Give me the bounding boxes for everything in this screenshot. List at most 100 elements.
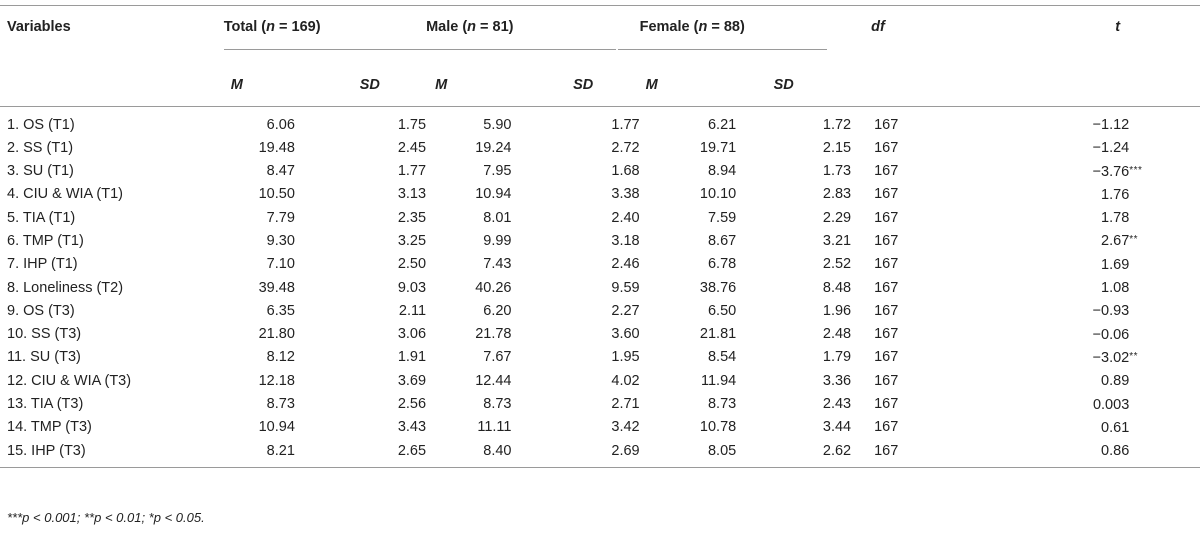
cell-male-m: 8.40	[426, 439, 512, 469]
cell-df: 167	[874, 372, 899, 389]
cell-t-value: −3.76	[1092, 163, 1130, 180]
cell-female-m: 7.59	[707, 209, 737, 226]
table-row: 10. SS (T3) 21.80 3.06 21.78 3.60 21.81 2.48 16…	[0, 323, 1200, 346]
header-df: df	[851, 5, 981, 63]
cell-t-value: 0.89	[1101, 373, 1130, 390]
cell-t: −1.24	[980, 136, 1200, 159]
header-df-blank	[851, 63, 981, 107]
cell-t: −1.12	[980, 107, 1200, 137]
cell-male-m: 6.20	[483, 302, 512, 319]
cell-total-sd: 3.06	[397, 326, 427, 343]
cell-t-significance: **	[1129, 234, 1139, 246]
cell-male-sd: 2.40	[611, 209, 640, 226]
cell-female-sd: 1.73	[822, 163, 852, 180]
cell-male-m: 8.01	[483, 209, 512, 226]
cell-df: 167	[874, 163, 899, 180]
cell-female-m: 8.73	[707, 396, 737, 413]
cell-total-sd: 3.25	[397, 232, 427, 249]
cell-t-value: −1.24	[1092, 140, 1130, 157]
cell-total-m: 19.48	[258, 139, 295, 156]
cell-t: −0.93	[980, 299, 1200, 322]
cell-df: 167	[874, 139, 899, 156]
cell-t-significance: **	[1129, 350, 1139, 362]
header-t-blank	[980, 63, 1200, 107]
cell-t: 1.08	[980, 276, 1200, 299]
cell-male-sd: 2.27	[611, 302, 640, 319]
cell-female-m: 10.10	[699, 186, 737, 203]
cell-female-sd: 3.44	[822, 419, 852, 436]
cell-variable: 3. SU (T1)	[7, 163, 74, 180]
table-row: 8. Loneliness (T2) 39.48 9.03 40.26 9.59 38.7…	[0, 276, 1200, 299]
table-row: 2. SS (T1) 19.48 2.45 19.24 2.72 19.71 2.15 167…	[0, 136, 1200, 159]
cell-t-significance: ***	[1129, 164, 1143, 176]
cell-t: 1.78	[980, 206, 1200, 229]
table-row: 15. IHP (T3) 8.21 2.65 8.40 2.69 8.05 2.62 167 0…	[0, 439, 1200, 469]
cell-female-sd: 2.15	[822, 139, 852, 156]
cell-df: 167	[874, 279, 899, 296]
cell-female-sd: 2.48	[822, 326, 852, 343]
cell-male-sd: 3.42	[611, 419, 640, 436]
cell-t: −3.02**	[980, 346, 1200, 369]
cell-male-m: 5.90	[483, 116, 512, 133]
header-total-stats: M SD	[223, 63, 427, 107]
header-variables: Variables	[0, 5, 224, 63]
cell-t-value: 0.61	[1101, 419, 1130, 436]
cell-female-sd: 2.83	[822, 186, 852, 203]
cell-male-m: 12.44	[475, 372, 512, 389]
cell-male-m: 10.94	[475, 186, 512, 203]
cell-male-m: 7.95	[483, 163, 512, 180]
cell-total-sd: 2.50	[397, 256, 427, 273]
cell-male-sd: 2.69	[511, 439, 640, 469]
cell-df: 167	[874, 326, 899, 343]
cell-total-sd: 2.35	[397, 209, 427, 226]
table-row: 9. OS (T3) 6.35 2.11 6.20 2.27 6.50 1.96 167 −0.…	[0, 299, 1200, 322]
header-female-group: Female (n = 88)	[617, 5, 852, 63]
table-row: 3. SU (T1) 8.47 1.77 7.95 1.68 8.94 1.73 167 −3.…	[0, 160, 1200, 183]
table-row: 12. CIU & WIA (T3) 12.18 3.69 12.44 4.02 11.9…	[0, 369, 1200, 392]
table-row: 11. SU (T3) 8.12 1.91 7.67 1.95 8.54 1.79 167 −3…	[0, 346, 1200, 369]
cell-df: 167	[851, 439, 981, 469]
header-female-n: n	[698, 19, 708, 35]
header-total-prefix: Total (	[223, 19, 267, 35]
table-row: 5. TIA (T1) 7.79 2.35 8.01 2.40 7.59 2.29 167 1.…	[0, 206, 1200, 229]
cell-male-m: 40.26	[475, 279, 512, 296]
cell-male-sd: 2.72	[611, 139, 640, 156]
cell-t: 1.69	[980, 253, 1200, 276]
cell-total-sd: 2.45	[397, 139, 427, 156]
cell-t: 0.61	[980, 416, 1200, 439]
cell-t-value: 0.003	[1092, 396, 1130, 413]
header-female-m: M	[645, 76, 658, 93]
cell-male-sd: 9.59	[611, 279, 640, 296]
cell-total-sd: 3.43	[397, 419, 427, 436]
cell-variable: 10. SS (T3)	[7, 326, 82, 343]
cell-female-m: 11.94	[701, 372, 737, 389]
cell-t: −0.06	[980, 323, 1200, 346]
cell-df: 167	[874, 209, 899, 226]
header-male-n: n	[467, 19, 477, 35]
cell-df: 167	[874, 116, 899, 133]
table-row: 13. TIA (T3) 8.73 2.56 8.73 2.71 8.73 2.43 167 0…	[0, 393, 1200, 416]
cell-t-value: −3.02	[1092, 349, 1130, 366]
cell-variable: 6. TMP (T1)	[7, 232, 84, 249]
header-t: t	[980, 5, 1200, 63]
cell-variable: 2. SS (T1)	[7, 139, 74, 156]
cell-total-m: 8.12	[266, 349, 295, 366]
header-male-m: M	[435, 76, 448, 93]
header-row-groups: Variables Total (n = 169) Male (n = 81) …	[0, 5, 1200, 63]
cell-female-sd: 1.96	[822, 302, 852, 319]
table-row: 1. OS (T1) 6.06 1.75 5.90 1.77 6.21 1.72 167 −1.…	[0, 107, 1200, 137]
cell-t-value: 1.76	[1101, 186, 1130, 203]
cell-variable: 8. Loneliness (T2)	[7, 279, 124, 296]
table-row: 6. TMP (T1) 9.30 3.25 9.99 3.18 8.67 3.21 167 2.…	[0, 229, 1200, 252]
cell-female-sd: 3.36	[822, 372, 852, 389]
cell-female-m: 6.21	[707, 116, 737, 133]
cell-male-sd: 1.77	[611, 116, 640, 133]
header-female-sd: SD	[773, 76, 794, 93]
table-row: 14. TMP (T3) 10.94 3.43 11.11 3.42 10.78 3.44 1…	[0, 416, 1200, 439]
cell-female-sd: 1.72	[822, 116, 852, 133]
cell-total-m: 12.18	[258, 372, 295, 389]
cell-female-m: 8.05	[639, 439, 737, 469]
cell-male-m: 19.24	[475, 139, 512, 156]
cell-variable: 4. CIU & WIA (T1)	[7, 186, 124, 203]
